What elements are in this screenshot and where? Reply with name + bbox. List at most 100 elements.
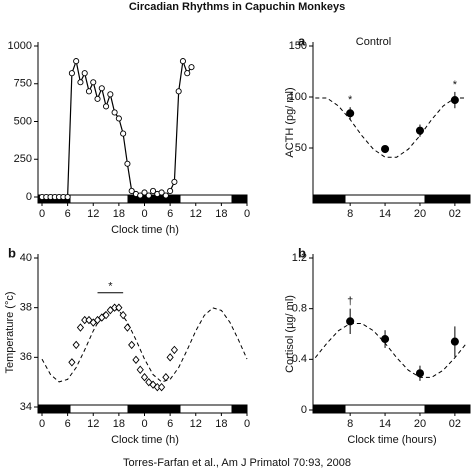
series-line [42, 58, 192, 198]
panel-label: b [8, 245, 16, 260]
x-tick-label: 6 [65, 418, 71, 430]
y-axis-label: ACTH (pg/ ml) [284, 87, 296, 157]
data-point [103, 103, 110, 110]
y-tick-label: 0.4 [292, 353, 307, 365]
x-tick-label: 18 [215, 418, 227, 430]
data-point [68, 358, 76, 367]
x-tick-label: 14 [379, 208, 391, 220]
y-tick-label: 750 [14, 78, 32, 90]
data-point [137, 192, 144, 199]
data-point [381, 144, 390, 154]
x-tick-label: 0 [141, 418, 147, 430]
x-tick-label: 20 [414, 418, 426, 430]
data-point [166, 353, 174, 362]
data-point [145, 192, 152, 199]
data-point [77, 79, 84, 86]
data-point [94, 95, 101, 102]
y-tick-label: 0 [26, 191, 32, 203]
data-point [64, 193, 71, 201]
data-point [120, 130, 127, 137]
data-point [115, 303, 123, 312]
x-axis-label: Clock time (h) [111, 224, 179, 236]
series-line [314, 323, 467, 378]
point-label: * [453, 79, 458, 91]
data-point [140, 373, 149, 382]
data-point [128, 340, 136, 350]
data-point [107, 91, 114, 98]
x-tick-label: 0 [39, 208, 45, 220]
data-point [450, 96, 459, 105]
data-point [132, 355, 140, 365]
data-point [124, 160, 131, 167]
x-axis-label: Clock time (hours) [347, 434, 436, 446]
x-tick-label: 6 [65, 208, 71, 220]
data-point [188, 64, 195, 71]
y-tick-label: 36 [20, 351, 32, 363]
x-tick-label: 0 [141, 208, 147, 220]
data-point [346, 109, 355, 118]
data-point [184, 70, 191, 77]
x-tick-label: 18 [215, 208, 227, 220]
data-point [167, 187, 174, 195]
x-tick-label: 02 [449, 208, 461, 220]
x-tick-label: 12 [190, 418, 202, 430]
x-tick-label: 8 [347, 418, 353, 430]
data-point [119, 310, 127, 320]
data-point [68, 70, 75, 77]
y-tick-label: 0 [301, 404, 307, 416]
y-axis-label: Temperature (°c) [4, 291, 16, 373]
x-tick-label: 12 [87, 418, 99, 430]
panel-subtitle: Control [356, 36, 391, 48]
y-tick-label: 40 [20, 252, 32, 264]
data-point [76, 323, 85, 332]
data-point [128, 187, 135, 195]
data-point [158, 189, 165, 196]
data-point [72, 340, 80, 350]
y-tick-label: 150 [289, 40, 307, 52]
data-point [145, 377, 153, 387]
x-tick-label: 14 [379, 418, 391, 430]
data-point [381, 335, 390, 344]
y-tick-label: 38 [20, 302, 32, 314]
y-tick-label: 50 [295, 142, 307, 154]
data-point [415, 126, 425, 135]
x-tick-label: 6 [167, 208, 173, 220]
x-tick-label: 0 [39, 418, 45, 430]
data-point [115, 115, 122, 122]
point-label: * [348, 94, 353, 106]
data-point [149, 380, 157, 389]
series-line [315, 97, 467, 158]
citation: Torres-Farfan et al., Am J Primatol 70:9… [123, 457, 351, 469]
data-point [136, 365, 144, 374]
data-point [149, 187, 157, 195]
data-point [179, 58, 186, 65]
x-tick-label: 12 [190, 208, 202, 220]
data-point [90, 79, 97, 86]
x-tick-label: 0 [244, 208, 250, 220]
data-point [171, 178, 178, 185]
significance-label: * [108, 281, 113, 293]
y-tick-label: 250 [14, 153, 32, 165]
data-point [346, 317, 355, 326]
data-point [175, 88, 182, 95]
data-point [141, 189, 148, 196]
y-tick-label: 1000 [8, 40, 32, 52]
data-point [162, 373, 170, 382]
x-tick-label: 8 [347, 208, 353, 220]
x-tick-label: 18 [113, 418, 125, 430]
data-point [102, 310, 110, 320]
data-point [157, 382, 166, 392]
y-axis-label: Cortisol (µg/ ml) [284, 295, 296, 373]
data-point [98, 85, 105, 92]
data-point [123, 323, 132, 332]
panel-label: b [298, 245, 306, 260]
y-tick-label: 500 [14, 115, 32, 127]
x-axis-label: Clock time (h) [111, 434, 179, 446]
series-line [41, 307, 248, 383]
data-point [73, 58, 80, 65]
data-point [415, 369, 425, 378]
data-point [81, 70, 88, 77]
data-point [450, 337, 459, 346]
y-tick-label: 100 [289, 91, 307, 103]
